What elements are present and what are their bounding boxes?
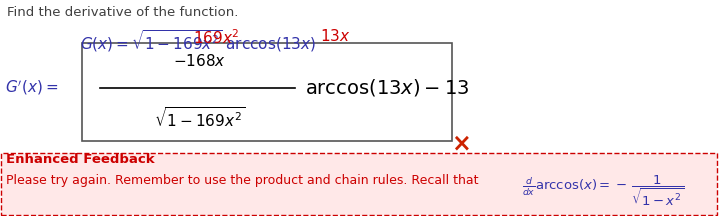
Bar [82, 43, 452, 141]
Bar [1, 153, 717, 215]
Text: $G(x) = \sqrt{1 - 169x^2}\,\,\mathrm{arccos}(13x)$: $G(x) = \sqrt{1 - 169x^2}\,\,\mathrm{arc… [80, 28, 316, 54]
Text: $169x^2$: $169x^2$ [193, 28, 239, 47]
Text: $G'(x) =$: $G'(x) =$ [5, 79, 58, 97]
Text: $\mathrm{arccos}(13x) - 13$: $\mathrm{arccos}(13x) - 13$ [305, 78, 470, 98]
Text: $13x$: $13x$ [320, 28, 351, 44]
Text: Please try again. Remember to use the product and chain rules. Recall that: Please try again. Remember to use the pr… [6, 174, 482, 187]
Text: Find the derivative of the function.: Find the derivative of the function. [7, 6, 239, 19]
Text: $-168x$: $-168x$ [173, 53, 226, 69]
Text: $\sqrt{1-169x^2}$: $\sqrt{1-169x^2}$ [155, 106, 246, 130]
Text: $\mathbf{\times}$: $\mathbf{\times}$ [451, 132, 470, 156]
Text: $\frac{d}{dx}\mathrm{arccos}(x) = -\,\dfrac{1}{\sqrt{1-x^2}}$: $\frac{d}{dx}\mathrm{arccos}(x) = -\,\df… [522, 174, 684, 208]
Text: Enhanced Feedback: Enhanced Feedback [6, 153, 155, 166]
